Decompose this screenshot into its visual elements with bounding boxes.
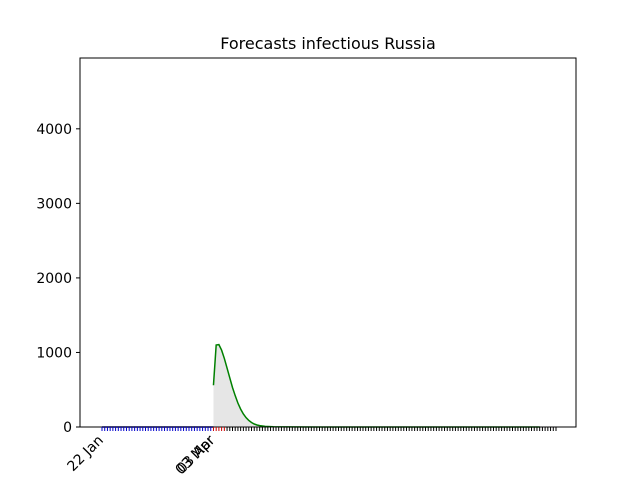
y-tick-label: 4000 xyxy=(36,122,72,138)
y-tick-label: 2000 xyxy=(36,271,72,287)
series-line-1 xyxy=(212,343,540,428)
forecast-band xyxy=(213,344,287,427)
y-tick-label: 3000 xyxy=(36,196,72,212)
x-tick-label: 03 Apr xyxy=(174,432,218,476)
plot-frame xyxy=(79,57,577,428)
chart-title: Forecasts infectious Russia xyxy=(220,34,436,53)
y-tick-label: 0 xyxy=(63,420,72,436)
x-tick-label: 22 Jan xyxy=(65,433,107,475)
y-tick-label: 1000 xyxy=(36,345,72,361)
